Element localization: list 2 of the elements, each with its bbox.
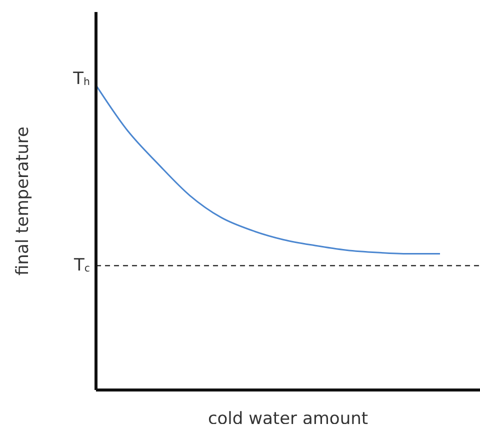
- x-axis-title: cold water amount: [208, 409, 368, 429]
- y-axis-title: final temperature: [13, 126, 34, 276]
